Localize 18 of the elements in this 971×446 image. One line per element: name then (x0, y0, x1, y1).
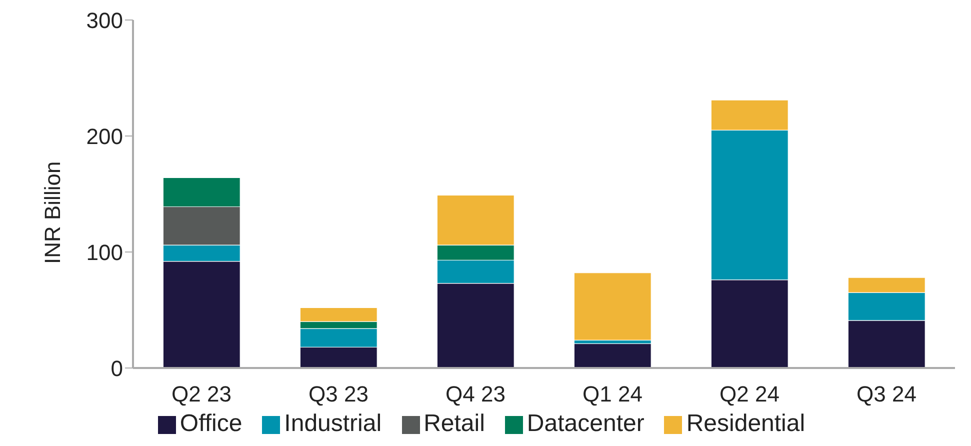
y-tick-label: 100 (86, 240, 123, 265)
y-tick-label: 200 (86, 124, 123, 149)
bar (574, 272, 652, 340)
x-tick-label: Q1 24 (582, 382, 642, 407)
x-tick-label: Q2 24 (720, 382, 780, 407)
x-tick-label: Q4 23 (446, 382, 506, 407)
y-tick-label: 0 (110, 356, 123, 381)
legend-label: Industrial (284, 410, 382, 437)
legend-label: Residential (686, 410, 806, 437)
x-tick-label: Q3 24 (856, 382, 916, 407)
x-tick-label: Q3 23 (308, 382, 368, 407)
legend-label: Retail (424, 410, 485, 437)
y-axis-title: INR Billion (40, 161, 65, 264)
legend-label: Datacenter (526, 410, 644, 437)
bar (574, 343, 652, 368)
x-tick-label: Q2 23 (172, 382, 232, 407)
y-tick-label: 300 (86, 8, 123, 33)
legend-label: Office (180, 410, 242, 437)
